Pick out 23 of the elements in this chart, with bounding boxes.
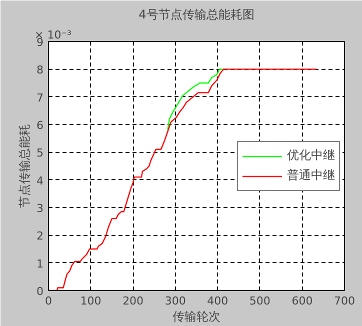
y-tick-label: 8 — [36, 64, 44, 77]
x-tick-label: 600 — [292, 294, 313, 308]
y-tick-label: 5 — [36, 146, 44, 160]
legend-label: 优化中继 — [287, 147, 335, 164]
x-tick-label: 400 — [207, 294, 228, 308]
x-tick-label: 700 — [334, 294, 355, 308]
x-tick-label: 500 — [249, 294, 270, 308]
x-tick-label: 200 — [122, 294, 144, 308]
y-tick-label: 0 — [36, 285, 44, 298]
y-axis-title: 节点传输总能耗 — [18, 124, 32, 208]
chart-title: 4号节点传输总能耗图 — [138, 8, 254, 22]
y-tick-label: 2 — [36, 230, 44, 243]
x-axis-title: 传输轮次 — [172, 310, 220, 324]
y-tick-label: 3 — [36, 202, 44, 215]
y-tick-label: 7 — [36, 91, 44, 104]
y-tick-label: 4 — [36, 174, 44, 188]
line-series — [167, 68, 224, 131]
x-tick-label: 100 — [80, 294, 102, 308]
x-tick-label: 0 — [45, 294, 52, 308]
y-tick-label: 1 — [36, 257, 44, 270]
y-tick-label: 6 — [36, 119, 44, 132]
x-tick-label: 300 — [164, 294, 186, 308]
legend-label: 普通中继 — [287, 167, 335, 184]
